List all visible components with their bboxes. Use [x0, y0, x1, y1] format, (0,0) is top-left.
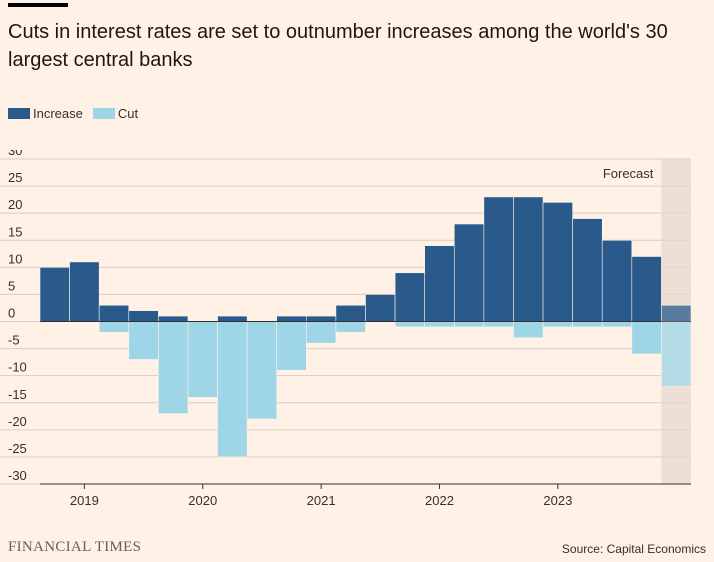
bar-increase: [306, 315, 337, 322]
bar-cut: [246, 321, 278, 420]
y-tick-label: -15: [8, 387, 27, 402]
bar-increase: [217, 315, 248, 322]
bar-cut: [483, 321, 514, 328]
legend-label-cut: Cut: [117, 106, 139, 121]
forecast-overlay: [661, 159, 691, 484]
legend-swatch-cut: [92, 108, 115, 119]
bar-cut: [276, 321, 307, 371]
legend-swatch-increase: [8, 108, 30, 119]
bar-increase: [424, 245, 455, 322]
bar-increase: [483, 196, 514, 322]
y-tick-label: -5: [8, 333, 20, 348]
bar-cut: [513, 321, 544, 339]
bar-chart: 30 25 20 15 10 5 0 -5 -10 -15 -20 -25 -30 Forecast 201…: [0, 150, 692, 508]
bar-increase: [513, 196, 544, 322]
legend-item-cut: Cut: [92, 106, 139, 121]
bar-increase: [365, 294, 396, 322]
y-tick-label: 10: [8, 251, 22, 266]
bar-cut: [128, 321, 159, 360]
forecast-label: Forecast: [603, 166, 654, 181]
bar-increase: [572, 218, 603, 322]
bar-increase: [276, 315, 307, 322]
x-tick-label: 2021: [307, 493, 336, 508]
bar-increase: [128, 310, 159, 322]
bar-cut: [394, 321, 425, 328]
bar-increase: [394, 272, 425, 322]
y-tick-label: 30: [8, 150, 22, 158]
x-tick-label: 2019: [70, 493, 99, 508]
bar-increase: [158, 315, 189, 322]
bar-cut: [601, 321, 633, 328]
x-tick-label: 2020: [188, 493, 217, 508]
y-tick-label: -25: [8, 441, 27, 456]
y-tick-label: 15: [8, 224, 22, 239]
y-tick-label: 5: [8, 278, 15, 293]
bar-increase: [631, 256, 662, 322]
bar-cut: [306, 321, 337, 344]
bar-cut: [158, 321, 189, 414]
y-tick-label: -10: [8, 360, 27, 375]
y-tick-label: -20: [8, 414, 27, 429]
y-tick-label: 20: [8, 197, 22, 212]
bar-increase: [542, 202, 573, 322]
bar-cut: [542, 321, 573, 328]
bar-cut: [98, 321, 130, 333]
legend-label-increase: Increase: [33, 106, 83, 121]
chart-title: Cuts in interest rates are set to outnum…: [8, 21, 668, 71]
bar-cut: [335, 321, 366, 333]
legend-item-increase: Increase: [8, 106, 83, 121]
top-rule: [8, 3, 68, 7]
bar-cut: [631, 321, 662, 355]
legend: Increase Cut: [8, 106, 148, 121]
y-tick-label: 25: [8, 170, 22, 185]
bar-cut: [187, 321, 218, 398]
bar-increase: [453, 223, 485, 322]
source-note: Source: Capital Economics: [561, 542, 706, 556]
x-tick-label: 2022: [425, 493, 454, 508]
bar-increase: [335, 304, 366, 322]
y-tick-label: 0: [8, 306, 15, 321]
bar-cut: [424, 321, 455, 328]
bar-increase: [69, 261, 100, 322]
x-tick-label: 2023: [543, 493, 572, 508]
bar-cut: [453, 321, 485, 328]
bar-cut: [572, 321, 603, 328]
bar-increase: [601, 239, 633, 322]
ft-logo: FINANCIAL TIMES: [8, 539, 142, 555]
bar-cut: [217, 321, 248, 458]
y-tick-label: -30: [8, 468, 27, 483]
bar-increase: [98, 304, 130, 322]
bar-increase: [39, 267, 70, 322]
